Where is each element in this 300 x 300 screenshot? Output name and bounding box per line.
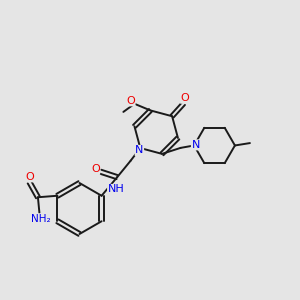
Text: O: O [25, 172, 34, 182]
Text: O: O [91, 164, 100, 174]
Text: NH: NH [108, 184, 124, 194]
Text: O: O [126, 96, 135, 106]
Text: N: N [191, 140, 200, 150]
Text: NH₂: NH₂ [31, 214, 51, 224]
Text: N: N [135, 146, 144, 155]
Text: O: O [181, 93, 189, 103]
